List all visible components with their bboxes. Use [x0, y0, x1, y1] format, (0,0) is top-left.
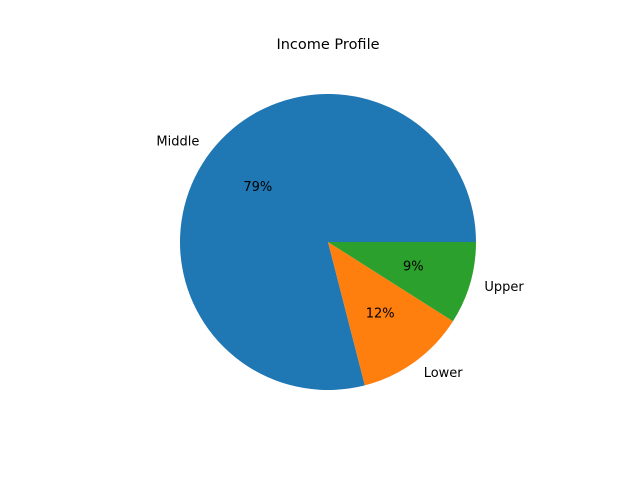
- pie-slice-middle: [179, 94, 476, 391]
- pie-labels: Middle 79% Lower 12% Upper 9%: [156, 135, 524, 381]
- pie-slice-lower: [328, 242, 453, 386]
- pie-slice-upper: [328, 242, 476, 322]
- pct-label-lower: 12%: [366, 306, 395, 321]
- pie-slices: [179, 94, 476, 391]
- pct-label-upper: 9%: [403, 259, 424, 274]
- slice-label-middle: Middle: [156, 135, 199, 150]
- chart-title: Income Profile: [276, 37, 379, 53]
- slice-label-lower: Lower: [424, 366, 464, 381]
- slice-label-upper: Upper: [484, 280, 524, 295]
- pct-label-middle: 79%: [243, 180, 272, 195]
